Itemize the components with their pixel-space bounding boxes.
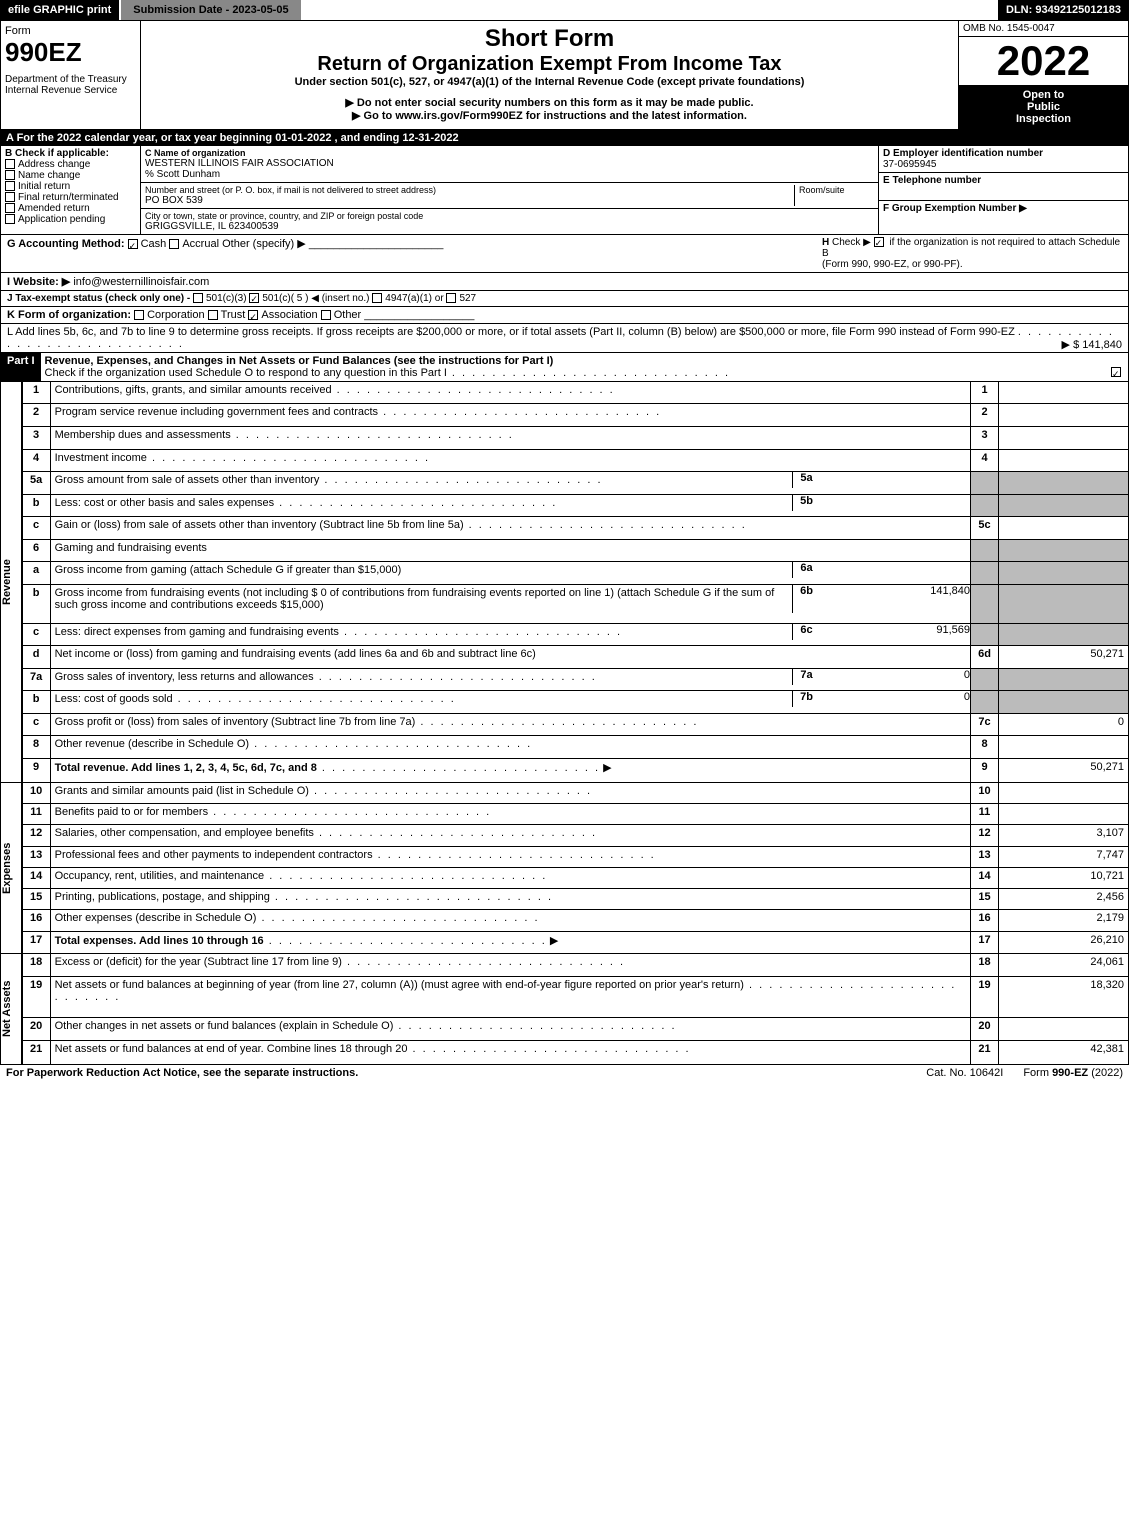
open-to: Open to [963,89,1124,101]
inspection-label: Inspection [963,113,1124,125]
net-assets-side-label: Net Assets [1,954,13,1064]
check-501c[interactable] [249,293,259,303]
form-header: Form 990EZ Department of the Treasury In… [0,20,1129,130]
irs-label: Internal Revenue Service [5,85,136,96]
org-info-grid: B Check if applicable: Address change Na… [0,146,1129,235]
paperwork-notice: For Paperwork Reduction Act Notice, see … [6,1067,906,1079]
row-a-period: A For the 2022 calendar year, or tax yea… [0,130,1129,146]
efile-print[interactable]: efile GRAPHIC print [0,0,121,20]
tax-year: 2022 [959,37,1128,85]
check-amended-return[interactable]: Amended return [5,203,136,214]
org-name-label: C Name of organization [145,148,874,158]
check-cash[interactable] [128,239,138,249]
ein-label: D Employer identification number [883,148,1124,159]
submission-date: Submission Date - 2023-05-05 [121,0,302,20]
dept-treasury: Department of the Treasury [5,74,136,85]
dln: DLN: 93492125012183 [998,0,1129,20]
check-application-pending[interactable]: Application pending [5,214,136,225]
street-label: Number and street (or P. O. box, if mail… [145,185,794,195]
tax-exempt-row: J Tax-exempt status (check only one) - 5… [0,291,1129,307]
check-initial-return[interactable]: Initial return [5,181,136,192]
top-bar: efile GRAPHIC print Submission Date - 20… [0,0,1129,20]
org-name: WESTERN ILLINOIS FAIR ASSOCIATION [145,158,874,169]
check-4947[interactable] [372,293,382,303]
city-label: City or town, state or province, country… [145,211,874,221]
section-subtitle: Under section 501(c), 527, or 4947(a)(1)… [149,76,950,88]
telephone-label: E Telephone number [883,175,1124,186]
ssn-warning: ▶ Do not enter social security numbers o… [149,96,950,109]
website-value[interactable]: info@westernillinoisfair.com [73,276,209,288]
short-form-title: Short Form [149,25,950,53]
room-suite-label: Room/suite [794,185,874,206]
revenue-table: 1Contributions, gifts, grants, and simil… [22,382,1129,783]
h-label: H [822,237,829,248]
form-of-organization-row: K Form of organization: Corporation Trus… [0,307,1129,324]
page-footer: For Paperwork Reduction Act Notice, see … [0,1065,1129,1081]
check-accrual[interactable] [169,239,179,249]
check-address-change[interactable]: Address change [5,159,136,170]
group-exemption-label: F Group Exemption Number ▶ [883,203,1124,214]
omb-number: OMB No. 1545-0047 [959,21,1128,37]
col-b-header: B Check if applicable: [5,148,136,159]
accounting-method-label: G Accounting Method: [7,238,125,250]
ein-value: 37-0695945 [883,159,1124,170]
expenses-side-label: Expenses [1,783,13,953]
return-title: Return of Organization Exempt From Incom… [149,53,950,76]
city-value: GRIGGSVILLE, IL 623400539 [145,221,874,232]
check-527[interactable] [446,293,456,303]
form-label: Form [5,25,136,37]
check-corporation[interactable] [134,310,144,320]
check-not-required-schedule-b[interactable] [874,237,884,247]
other-specify-line[interactable]: ______________________ [309,238,444,250]
form-number: 990EZ [5,37,136,68]
check-association[interactable] [248,310,258,320]
expenses-table: 10Grants and similar amounts paid (list … [22,783,1129,954]
revenue-side-label: Revenue [1,382,13,782]
cat-number: Cat. No. 10642I [906,1067,1023,1079]
gross-receipts-row: L Add lines 5b, 6c, and 7b to line 9 to … [0,324,1129,353]
net-assets-table: 18Excess or (deficit) for the year (Subt… [22,954,1129,1065]
care-of: % Scott Dunham [145,169,874,180]
website-row: I Website: ▶ info@westernillinoisfair.co… [0,273,1129,291]
check-trust[interactable] [208,310,218,320]
gross-receipts-value: ▶ $ 141,840 [1062,338,1122,351]
check-501c3[interactable] [193,293,203,303]
check-name-change[interactable]: Name change [5,170,136,181]
check-final-return[interactable]: Final return/terminated [5,192,136,203]
part1-header: Part I Revenue, Expenses, and Changes in… [0,353,1129,382]
check-other-org[interactable] [321,310,331,320]
check-schedule-o-part1[interactable] [1111,367,1121,377]
instructions-link[interactable]: ▶ Go to www.irs.gov/Form990EZ for instru… [149,109,950,122]
public-label: Public [963,101,1124,113]
street-value: PO BOX 539 [145,195,794,206]
